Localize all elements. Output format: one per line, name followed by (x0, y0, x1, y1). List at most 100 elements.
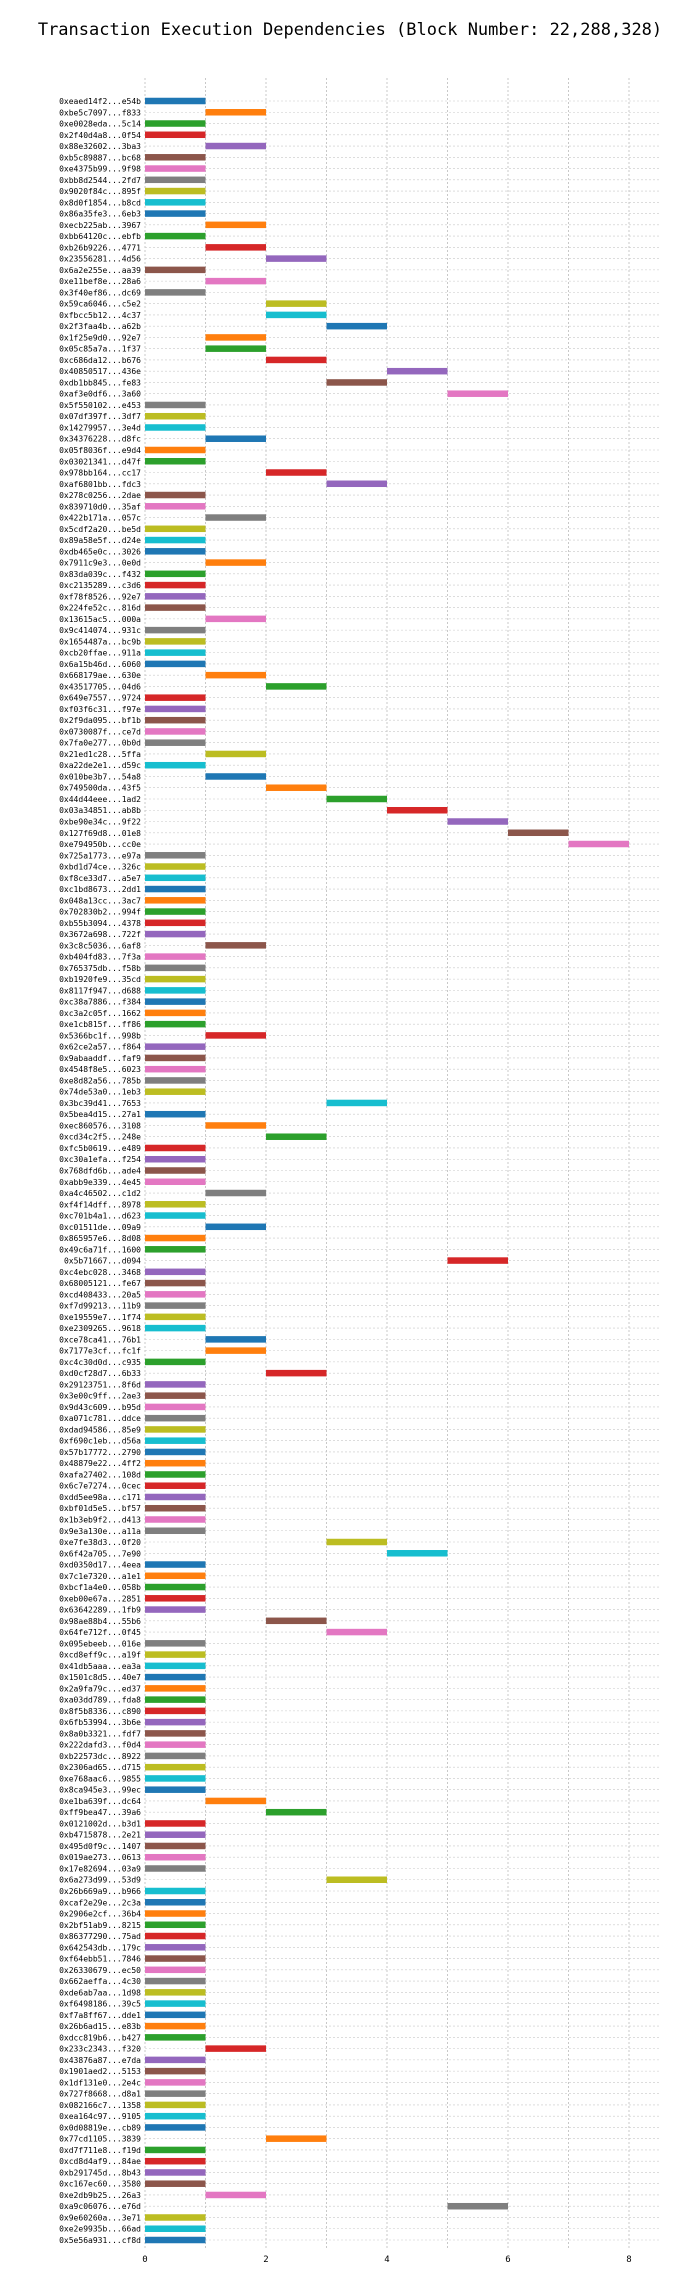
transaction-label: 0x649e7557...9724 (59, 694, 141, 703)
transaction-bar (205, 221, 266, 229)
transaction-bar (145, 1482, 206, 1489)
transaction-label: 0x0730087f...ce7d (59, 727, 141, 736)
transaction-label: 0x1f25e9d0...92e7 (59, 333, 141, 342)
transaction-label: 0x63642289...1fb9 (59, 1606, 141, 1615)
transaction-label: 0x865957e6...8d08 (59, 1234, 141, 1243)
transaction-label: 0x9e60260a...3e71 (59, 2213, 141, 2222)
transaction-bar (266, 1617, 327, 1625)
transaction-label: 0x98ae88b4...55b6 (59, 1617, 141, 1626)
transaction-label: 0x6c7e7274...0cec (59, 1482, 141, 1491)
transaction-bar (145, 1324, 206, 1332)
transaction-label: 0x1901aed2...5153 (59, 2067, 141, 2076)
transaction-bar (145, 1775, 206, 1782)
transaction-bar (145, 1020, 206, 1028)
transaction-bar (326, 1099, 387, 1107)
x-tick-label: 2 (263, 2255, 268, 2265)
transaction-label: 0x29123751...8f6d (59, 1380, 141, 1389)
transaction-bar (145, 1899, 206, 1906)
transaction-label: 0xa4c46502...c1d2 (59, 1189, 141, 1198)
transaction-label: 0xa9c06076...e76d (59, 2202, 141, 2211)
transaction-label: 0x26b669a9...b966 (59, 1887, 141, 1896)
transaction-label: 0x222dafd3...f0d4 (59, 1741, 141, 1750)
transaction-bar (266, 300, 327, 307)
transaction-label: 0xbb64120c...ebfb (59, 232, 141, 241)
transaction-bar (145, 649, 206, 656)
transaction-bar (145, 1381, 206, 1388)
transaction-label: 0xb26b9226...4771 (59, 243, 141, 252)
transaction-label: 0x768dfd6b...ade4 (59, 1167, 141, 1176)
transaction-bar (145, 2022, 206, 2030)
transaction-bar (266, 1369, 327, 1377)
transaction-label: 0x8117f947...d688 (59, 986, 141, 995)
transaction-bar (145, 458, 206, 465)
transaction-bar (145, 694, 206, 701)
transaction-label: 0x23556281...4d56 (59, 255, 141, 264)
transaction-label: 0x62ce2a57...f864 (59, 1043, 141, 1052)
transaction-bar (145, 1426, 206, 1433)
transaction-label: 0xaf3e0df6...3a60 (59, 390, 141, 399)
transaction-label: 0xf8ce33d7...a5e7 (59, 874, 141, 883)
transaction-label: 0x8ca945e3...99ec (59, 1786, 141, 1795)
transaction-label: 0xc686da12...b676 (59, 356, 141, 365)
transaction-bar (145, 1471, 206, 1478)
transaction-label: 0x43876a87...e7da (59, 2056, 141, 2065)
transaction-bar (145, 2225, 206, 2232)
transaction-label: 0xe2db9b25...26a3 (59, 2191, 141, 2200)
transaction-bar (145, 1977, 206, 1985)
transaction-label: 0xc4ebc028...3468 (59, 1268, 141, 1277)
transaction-bar (145, 503, 206, 510)
transaction-bar (205, 1797, 266, 1805)
transaction-bar (145, 660, 206, 668)
transaction-label: 0x43517705...04d6 (59, 682, 141, 691)
transaction-label: 0x68005121...fe67 (59, 1279, 141, 1288)
transaction-bar (145, 570, 206, 578)
transaction-label: 0x1501c8d5...40e7 (59, 1673, 141, 1682)
transaction-bar (205, 1336, 266, 1343)
transaction-bar (145, 852, 206, 859)
transaction-bar (145, 1009, 206, 1017)
chart-title: Transaction Execution Dependencies (Bloc… (37, 20, 663, 40)
transaction-label: 0xe7fe38d3...0f20 (59, 1538, 141, 1547)
transaction-label: 0x74de53a0...1eb3 (59, 1088, 141, 1097)
transaction-bar (145, 491, 206, 499)
transaction-label: 0xc701b4a1...d623 (59, 1212, 141, 1221)
transaction-bar (145, 1741, 206, 1748)
transaction-bar (387, 1550, 448, 1557)
transaction-label: 0xc1bd8673...2dd1 (59, 885, 141, 894)
transaction-bar (145, 2124, 206, 2131)
transaction-bar (145, 1786, 206, 1793)
transaction-label: 0xe19559e7...1f74 (59, 1313, 141, 1322)
transaction-label: 0x233c2343...f320 (59, 2045, 141, 2054)
transaction-bar (145, 1392, 206, 1399)
transaction-bar (145, 536, 206, 544)
transaction-label: 0xeaed14f2...e54b (59, 97, 141, 106)
transaction-bar (145, 1043, 206, 1050)
transaction-bar (205, 277, 266, 285)
transaction-bar (205, 1122, 266, 1129)
transaction-bar (145, 2112, 206, 2120)
transaction-bar (266, 311, 327, 319)
transaction-bar (145, 401, 206, 409)
transaction-label: 0x44d44eee...1ad2 (59, 795, 141, 804)
transaction-label: 0x13615ac5...000a (59, 615, 141, 624)
transaction-label: 0xbf01d5e5...bf57 (59, 1504, 141, 1513)
transaction-label: 0x07df397f...3df7 (59, 412, 141, 421)
transaction-label: 0x5cdf2a20...be5d (59, 525, 141, 534)
transaction-bar (145, 2169, 206, 2176)
transaction-label: 0x59ca6046...c5e2 (59, 300, 141, 309)
transaction-label: 0xbcf1a4e0...058b (59, 1583, 141, 1592)
transaction-label: 0x5366bc1f...998b (59, 1031, 141, 1040)
transaction-bar (205, 1223, 266, 1231)
transaction-label: 0xecb225ab...3967 (59, 221, 141, 230)
transaction-label: 0xf03f6c31...f97e (59, 705, 141, 714)
transaction-bar (145, 1932, 206, 1940)
transaction-bar (145, 120, 206, 127)
transaction-label: 0xf690c1eb...d56a (59, 1437, 141, 1446)
transaction-bar (205, 2191, 266, 2199)
transaction-bar (145, 1989, 206, 1996)
transaction-bar (266, 469, 327, 476)
transaction-bar (145, 1820, 206, 1827)
transaction-bar (145, 1201, 206, 1208)
transaction-bar (145, 2079, 206, 2086)
